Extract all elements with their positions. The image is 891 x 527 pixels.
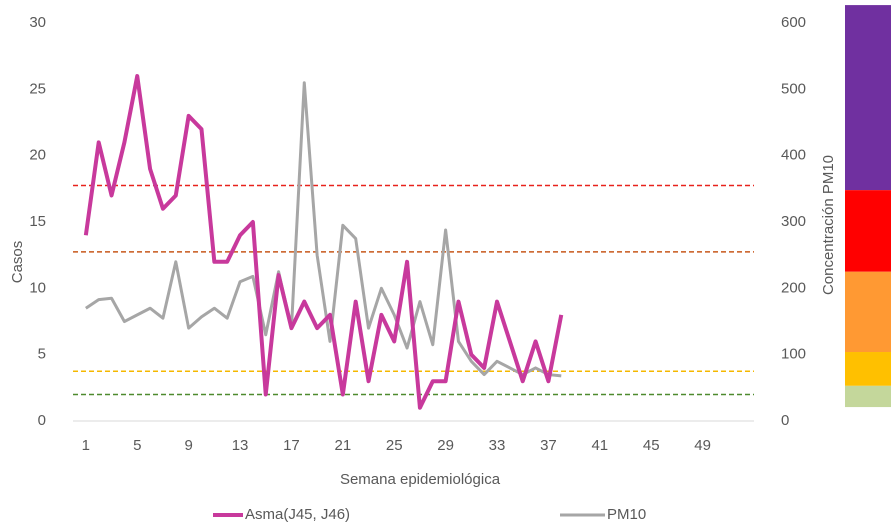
x-tick-label: 37 bbox=[540, 437, 557, 454]
series-line bbox=[83, 74, 564, 410]
x-tick-label: 25 bbox=[386, 437, 403, 454]
y2-axis-label: Concentración PM10 bbox=[820, 155, 837, 295]
y-tick-label: 20 bbox=[29, 147, 46, 164]
x-tick-label: 1 bbox=[82, 437, 90, 454]
y-tick-label: 0 bbox=[38, 412, 46, 429]
x-axis-label: Semana epidemiológica bbox=[340, 471, 501, 488]
y-tick-label: 25 bbox=[29, 80, 46, 97]
y-axis-label: Casos bbox=[9, 241, 26, 284]
x-tick-label: 9 bbox=[184, 437, 192, 454]
y2-tick-label: 200 bbox=[781, 279, 806, 296]
legend-label: PM10 bbox=[607, 506, 646, 523]
y2-tick-label: 300 bbox=[781, 213, 806, 230]
x-tick-label: 45 bbox=[643, 437, 660, 454]
y2-tick-label: 0 bbox=[781, 412, 789, 429]
y2-tick-label: 500 bbox=[781, 80, 806, 97]
pm10-band bbox=[845, 385, 891, 408]
pm10-band bbox=[845, 352, 891, 386]
legend-label: Asma(J45, J46) bbox=[245, 506, 350, 523]
x-tick-label: 29 bbox=[437, 437, 454, 454]
y2-tick-label: 100 bbox=[781, 346, 806, 363]
x-tick-label: 41 bbox=[591, 437, 608, 454]
y2-tick-label: 400 bbox=[781, 147, 806, 164]
y-tick-label: 30 bbox=[29, 14, 46, 31]
x-tick-label: 17 bbox=[283, 437, 300, 454]
y-tick-label: 10 bbox=[29, 279, 46, 296]
x-tick-label: 33 bbox=[489, 437, 506, 454]
x-tick-label: 5 bbox=[133, 437, 141, 454]
x-tick-label: 21 bbox=[334, 437, 351, 454]
y-tick-label: 5 bbox=[38, 346, 46, 363]
y-tick-label: 15 bbox=[29, 213, 46, 230]
pm10-band bbox=[845, 271, 891, 353]
x-tick-label: 13 bbox=[232, 437, 249, 454]
series-line bbox=[85, 81, 562, 378]
x-tick-label: 49 bbox=[694, 437, 711, 454]
pm10-band bbox=[845, 190, 891, 272]
y2-tick-label: 600 bbox=[781, 14, 806, 31]
pm10-band bbox=[845, 5, 891, 191]
